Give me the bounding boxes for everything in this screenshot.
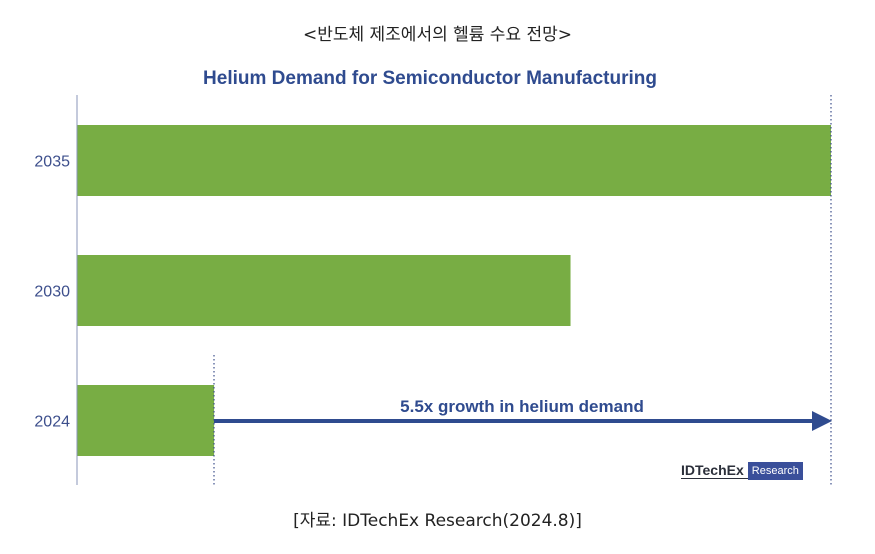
logo-research-badge: Research [747, 462, 803, 480]
source-caption: [자료: IDTechEx Research(2024.8)] [293, 511, 582, 531]
chart-title: Helium Demand for Semiconductor Manufact… [203, 68, 657, 89]
y-tick-label-2030: 2030 [34, 284, 70, 301]
bar-2035 [77, 125, 831, 196]
growth-annotation: 5.5x growth in helium demand [400, 397, 644, 416]
page-heading: <반도체 제조에서의 헬륨 수요 전망> [302, 25, 573, 45]
logo-main-text: IDTechEx [681, 463, 748, 479]
y-tick-label-2035: 2035 [34, 154, 70, 171]
idtechex-logo: IDTechEx Research [681, 461, 803, 481]
bar-2024 [77, 385, 215, 456]
bar-2030 [77, 255, 571, 326]
y-tick-label-2024: 2024 [34, 414, 70, 431]
growth-arrowhead [812, 411, 832, 431]
